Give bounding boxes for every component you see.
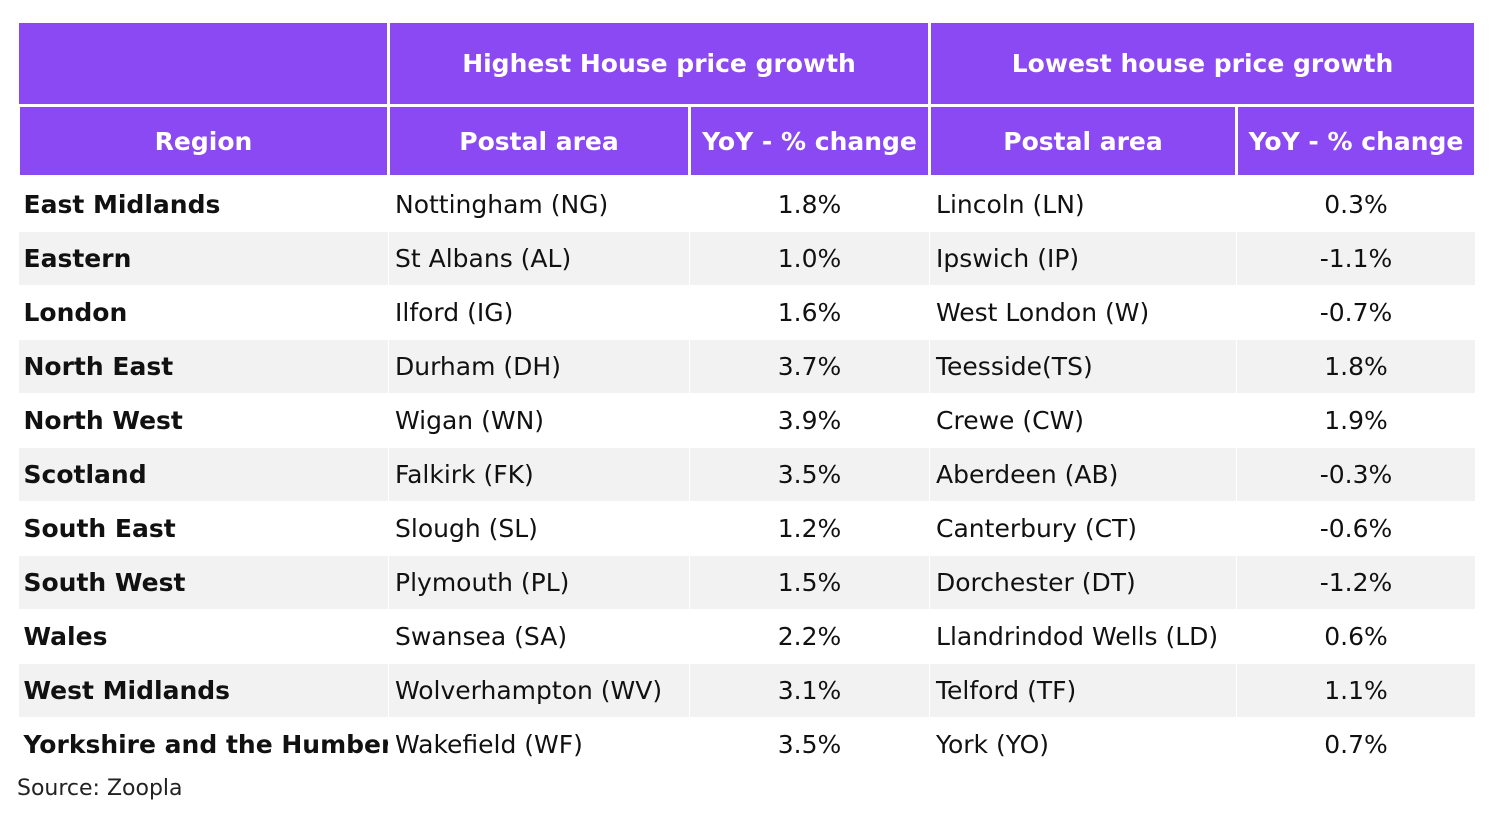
low-postal-cell: Llandrindod Wells (LD) <box>929 609 1238 664</box>
low-change-cell: -1.2% <box>1236 555 1477 610</box>
low-postal-cell: Crewe (CW) <box>929 393 1238 448</box>
low-postal-cell: Telford (TF) <box>929 663 1238 718</box>
high-postal-cell: Wigan (WN) <box>388 393 690 448</box>
high-change-cell: 3.5% <box>689 717 931 772</box>
blank-header-cell <box>18 20 390 107</box>
high-postal-header: Postal area <box>387 104 691 178</box>
high-postal-cell: Durham (DH) <box>388 339 690 394</box>
low-change-cell: 1.1% <box>1236 663 1477 718</box>
high-postal-cell: Falkirk (FK) <box>388 447 690 502</box>
low-change-cell: 1.9% <box>1236 393 1477 448</box>
high-change-cell: 3.1% <box>689 663 931 718</box>
highest-growth-header: Highest House price growth <box>386 20 932 107</box>
high-change-cell: 1.0% <box>689 231 931 286</box>
table-row: East Midlands Nottingham (NG) 1.8% Lincoln … <box>18 176 1477 232</box>
region-cell: West Midlands <box>18 663 389 718</box>
table-row: South East Slough (SL) 1.2% Canterbury (CT)… <box>18 501 1477 556</box>
low-postal-cell: Ipswich (IP) <box>929 231 1238 286</box>
high-change-cell: 1.6% <box>689 285 931 340</box>
low-postal-cell: Aberdeen (AB) <box>929 447 1238 502</box>
table-row: Wales Swansea (SA) 2.2% Llandrindod Wells (… <box>18 609 1477 664</box>
high-postal-cell: Swansea (SA) <box>388 609 690 664</box>
high-postal-cell: Slough (SL) <box>388 501 690 556</box>
region-cell: South West <box>18 555 389 610</box>
low-change-cell: 1.8% <box>1236 339 1477 394</box>
low-postal-cell: York (YO) <box>929 717 1238 772</box>
low-postal-cell: Canterbury (CT) <box>929 501 1238 556</box>
table-row: North East Durham (DH) 3.7% Teesside(TS) 1.8… <box>18 339 1477 394</box>
high-postal-cell: St Albans (AL) <box>388 231 690 286</box>
high-postal-cell: Nottingham (NG) <box>388 176 690 232</box>
low-change-cell: -0.7% <box>1236 285 1477 340</box>
house-price-table: Highest House price growth Lowest house … <box>17 20 1478 772</box>
high-change-cell: 1.5% <box>689 555 931 610</box>
table-body: East Midlands Nottingham (NG) 1.8% Lincoln … <box>18 176 1477 772</box>
region-cell: Eastern <box>18 231 389 286</box>
high-postal-cell: Ilford (IG) <box>388 285 690 340</box>
low-change-cell: -1.1% <box>1236 231 1477 286</box>
table-row: Yorkshire and the Humber Wakefield (WF) 3.… <box>18 717 1477 772</box>
region-cell: North West <box>18 393 389 448</box>
source-note: Source: Zoopla <box>17 776 183 801</box>
low-change-cell: -0.6% <box>1236 501 1477 556</box>
region-cell: East Midlands <box>18 176 389 232</box>
region-cell: Yorkshire and the Humber <box>18 717 389 772</box>
high-change-cell: 3.5% <box>689 447 931 502</box>
region-cell: Wales <box>18 609 389 664</box>
table-row: West Midlands Wolverhampton (WV) 3.1% Telfo… <box>18 663 1477 718</box>
table-row: Eastern St Albans (AL) 1.0% Ipswich (IP) -1.… <box>18 231 1477 286</box>
low-change-header: YoY - % change <box>1235 104 1478 178</box>
high-change-cell: 2.2% <box>689 609 931 664</box>
lowest-growth-header: Lowest house price growth <box>928 20 1478 107</box>
high-change-cell: 1.8% <box>689 176 931 232</box>
high-postal-cell: Wakefield (WF) <box>388 717 690 772</box>
region-cell: North East <box>18 339 389 394</box>
low-change-cell: -0.3% <box>1236 447 1477 502</box>
high-postal-cell: Wolverhampton (WV) <box>388 663 690 718</box>
table-row: Scotland Falkirk (FK) 3.5% Aberdeen (AB) -0.… <box>18 447 1477 502</box>
high-change-cell: 1.2% <box>689 501 931 556</box>
group-header-row: Highest House price growth Lowest house … <box>18 20 1478 107</box>
high-change-cell: 3.9% <box>689 393 931 448</box>
low-change-cell: 0.3% <box>1236 176 1477 232</box>
region-cell: South East <box>18 501 389 556</box>
low-change-cell: 0.7% <box>1236 717 1477 772</box>
column-header-row: Region Postal area YoY - % change Postal… <box>17 104 1478 178</box>
high-change-header: YoY - % change <box>687 104 932 178</box>
low-postal-cell: Teesside(TS) <box>929 339 1238 394</box>
high-postal-cell: Plymouth (PL) <box>388 555 690 610</box>
low-postal-cell: Dorchester (DT) <box>929 555 1238 610</box>
low-postal-cell: West London (W) <box>929 285 1238 340</box>
low-change-cell: 0.6% <box>1236 609 1477 664</box>
region-cell: Scotland <box>18 447 389 502</box>
table-row: North West Wigan (WN) 3.9% Crewe (CW) 1.9% <box>18 393 1477 448</box>
region-header: Region <box>17 104 390 178</box>
low-postal-cell: Lincoln (LN) <box>929 176 1238 232</box>
low-postal-header: Postal area <box>928 104 1239 178</box>
region-cell: London <box>18 285 389 340</box>
high-change-cell: 3.7% <box>689 339 931 394</box>
table-row: South West Plymouth (PL) 1.5% Dorchester (D… <box>18 555 1477 610</box>
table-row: London Ilford (IG) 1.6% West London (W) -0.7… <box>18 285 1477 340</box>
